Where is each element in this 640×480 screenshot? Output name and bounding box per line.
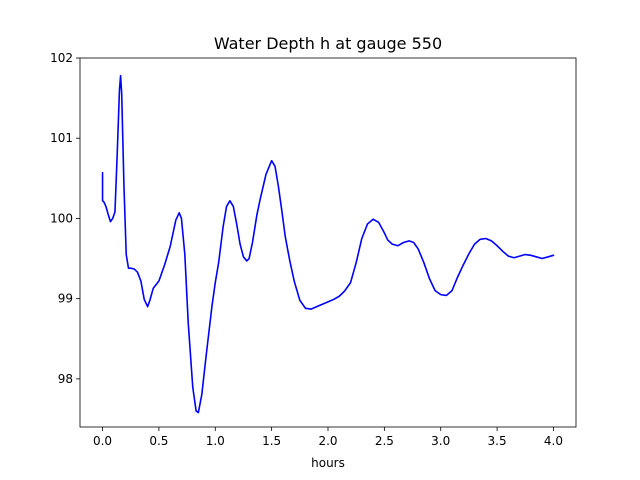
x-tick-label: 3.0 [431, 434, 450, 448]
y-tick-label: 98 [58, 372, 73, 386]
chart-title: Water Depth h at gauge 550 [214, 34, 442, 53]
y-tick-label: 100 [50, 211, 73, 225]
y-tick-label: 102 [50, 51, 73, 65]
x-tick-label: 1.5 [262, 434, 281, 448]
y-axis-ticks: 98 99 100 101 102 [50, 51, 80, 386]
x-tick-label: 4.0 [544, 434, 563, 448]
y-tick-label: 101 [50, 131, 73, 145]
x-axis-ticks: 0.0 0.5 1.0 1.5 2.0 2.5 3.0 3.5 4.0 [93, 427, 563, 448]
x-tick-label: 0.5 [149, 434, 168, 448]
y-tick-label: 99 [58, 292, 73, 306]
x-tick-label: 1.0 [206, 434, 225, 448]
x-tick-label: 2.0 [318, 434, 337, 448]
x-tick-label: 3.5 [488, 434, 507, 448]
water-depth-series-line [101, 74, 555, 414]
x-tick-label: 2.5 [375, 434, 394, 448]
x-axis-label: hours [311, 456, 345, 470]
x-tick-label: 0.0 [93, 434, 112, 448]
